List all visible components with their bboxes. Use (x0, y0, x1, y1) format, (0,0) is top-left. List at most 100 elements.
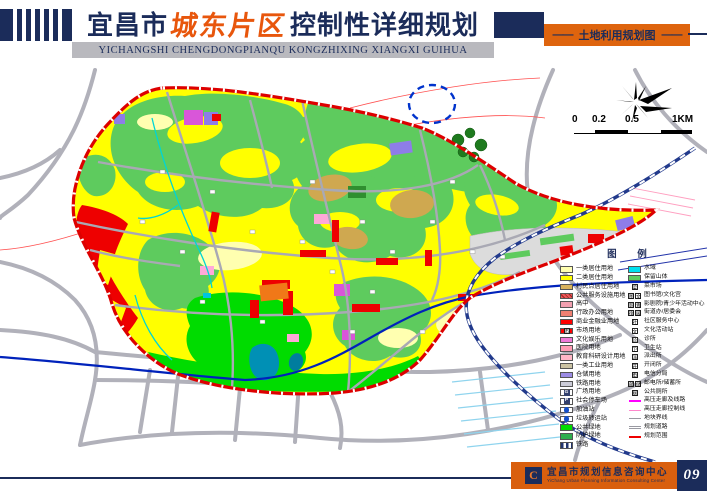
legend-swatch (628, 424, 641, 431)
legend-item-label: 市场用地 (576, 326, 601, 334)
title-pinyin: YICHANGSHI CHENGDONGPIANQU KONGZHIXING X… (72, 42, 494, 58)
legend-item: 文文化活动站 (628, 327, 707, 336)
legend-item: 厕公共厕所 (628, 388, 707, 397)
legend-column-right: 水域 保留山体菜菜市场图文图书馆/文化宫影青影剧院/青少年活动中心街居街道办/居委… (628, 265, 707, 441)
org-name-en: YiChang Urban Planning Information Consu… (547, 478, 666, 484)
legend-item-label: 图书馆/文化宫 (644, 291, 681, 298)
legend-item-label: 一类居住用地 (576, 265, 614, 273)
legend-item: 公共服务设施用地 (560, 291, 630, 300)
legend-item-label: 诊所 (644, 335, 656, 342)
legend-swatch: 电 (631, 371, 638, 378)
legend-item-label: 铁路用地 (576, 379, 601, 387)
legend-item-label: 广场用地 (576, 388, 601, 396)
legend-item-label: 高中 (576, 300, 589, 308)
legend-item-label: 仓储用地 (576, 370, 601, 378)
legend-swatch (560, 301, 573, 308)
legend: 图 例 一类居住用地 二类居住用地 村民点居住用地 公共服务设施用地 高中 行政办公用地商… (556, 246, 707, 449)
legend-item-label: 街道办/居委会 (644, 309, 681, 316)
legend-swatch (560, 442, 573, 449)
label-dash-right: —— (661, 29, 683, 41)
org-logo: C (525, 467, 542, 484)
hatched-zone-pink (627, 187, 696, 217)
legend-item-label: 开闭所 (644, 362, 662, 369)
legend-item-label: 规划范围 (644, 432, 668, 439)
dashed-circle-annotation (407, 83, 457, 125)
legend-item-label: 派出所 (644, 353, 662, 360)
legend-item-label: 公共厕所 (644, 388, 668, 395)
legend-swatch (560, 424, 573, 431)
legend-item-label: 文化娱乐用地 (576, 335, 614, 343)
legend-item: 行政办公用地 (560, 309, 630, 318)
scale-tick: 0.5 (625, 114, 639, 125)
legend-swatch: 图文 (628, 292, 641, 299)
legend-swatch (560, 415, 573, 423)
legend-swatch (560, 406, 573, 414)
legend-swatch: 街居 (628, 310, 641, 317)
legend-swatch: P (560, 398, 573, 405)
footer-credit-bar: C 宜昌市规划信息咨询中心 YiChang Urban Planning Inf… (511, 462, 677, 489)
legend-item-label: 菜市场 (644, 283, 662, 290)
legend-swatch: 影青 (628, 301, 641, 308)
scale-bar-line (574, 129, 692, 134)
legend-item-label: 卫生站 (644, 344, 662, 351)
legend-item-label: 铁路 (576, 441, 589, 449)
legend-item: 仓储用地 (560, 371, 630, 380)
legend-item: 街居街道办/居委会 (628, 309, 707, 318)
legend-item: 规划范围 (628, 432, 707, 441)
legend-item-label: 电信分局 (644, 371, 668, 377)
legend-item-label: 社会停车场 (576, 397, 607, 405)
legend-item-label: 地块界线 (644, 414, 668, 421)
legend-title: 图 例 (607, 249, 656, 260)
legend-swatch: 派 (631, 354, 638, 361)
legend-swatch: 开 (631, 363, 638, 370)
legend-item: 派派出所 (628, 353, 707, 362)
legend-column-left: 一类居住用地 二类居住用地 村民点居住用地 公共服务设施用地 高中 行政办公用地 商业金融业… (560, 265, 630, 450)
legend-swatch (560, 433, 573, 440)
legend-item-label: 影剧院/青少年活动中心 (644, 300, 705, 307)
legend-swatch (560, 283, 573, 291)
legend-item: 社社区服务中心 (628, 318, 707, 327)
legend-item: 高中 (560, 300, 630, 309)
title-highlight: 城东片区 (168, 11, 289, 41)
legend-swatch (628, 274, 641, 282)
legend-item-label: 行政办公用地 (576, 309, 614, 317)
scale-tick: 1KM (672, 114, 694, 125)
legend-swatch (560, 345, 573, 352)
legend-item-label: 教育科研设计用地 (576, 353, 626, 361)
legend-swatch (560, 371, 573, 379)
tree-cluster (451, 127, 488, 163)
legend-item: 垃圾转运站 (560, 415, 630, 424)
legend-item-label: 高压走廊及线路 (644, 397, 686, 404)
title-part1: 宜昌市 (86, 10, 168, 40)
legend-item: 一类工业用地 (560, 362, 630, 371)
legend-item: 文化娱乐用地 (560, 335, 630, 344)
planning-boundary (71, 86, 661, 396)
legend-swatch: 文 (631, 327, 638, 334)
legend-item: 加油站 (560, 406, 630, 415)
legend-swatch (560, 266, 573, 273)
map-sheet-label-text: 土地利用规划图 (578, 30, 656, 42)
legend-item-label: 一类工业用地 (576, 362, 614, 370)
legend-item: 高压走廊及线路 (628, 397, 707, 406)
legend-swatch: 市 (560, 327, 573, 335)
legend-swatch: 厕 (631, 389, 638, 396)
title-part2: 控制性详细规划 (290, 10, 480, 40)
legend-swatch (560, 274, 573, 282)
legend-swatch: 社 (631, 319, 638, 326)
legend-item-label: 防护绿地 (576, 432, 601, 440)
hatched-zone (451, 371, 561, 448)
label-dash-left: —— (552, 29, 574, 41)
legend-item: 保留山体 (628, 274, 707, 283)
legend-item: 水域 (628, 265, 707, 274)
legend-swatch (628, 416, 641, 423)
map-sheet-label: —— 土地利用规划图 —— (544, 24, 690, 46)
legend-swatch: 卫 (631, 345, 638, 352)
legend-item: 开开闭所 (628, 362, 707, 371)
legend-item: 二类居住用地 (560, 274, 630, 283)
legend-item-label: 加油站 (576, 406, 595, 414)
barcode-decoration (0, 9, 72, 41)
legend-swatch (560, 336, 573, 344)
legend-item-label: 垃圾转运站 (576, 414, 607, 422)
